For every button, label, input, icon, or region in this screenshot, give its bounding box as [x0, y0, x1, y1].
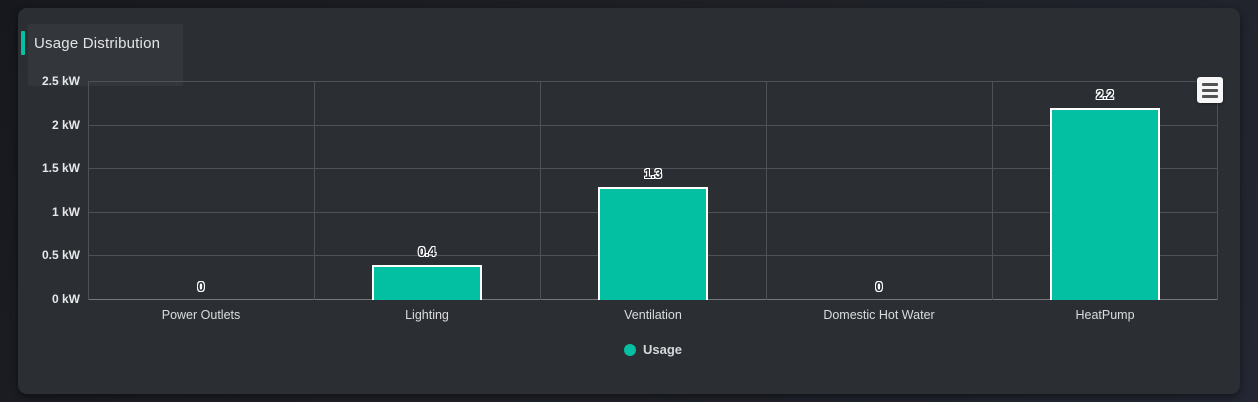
category-cell: 0	[88, 82, 314, 300]
bar-value-label: 0	[875, 280, 883, 294]
category-cell: 1.3	[540, 82, 766, 300]
bar-ventilation[interactable]	[597, 186, 709, 300]
bar-lighting[interactable]	[371, 265, 483, 300]
x-axis-label: Domestic Hot Water	[823, 308, 935, 322]
category-cell: 2.2	[992, 82, 1218, 300]
vertical-gridline	[540, 82, 541, 300]
horizontal-gridline	[88, 168, 1218, 170]
y-axis-tick-label: 1.5 kW	[41, 161, 80, 176]
y-axis-tick-label: 0 kW	[51, 292, 80, 306]
y-axis-tick-label: 0.5 kW	[41, 248, 80, 263]
chart-menu-button[interactable]	[1197, 77, 1223, 103]
hamburger-menu-icon	[1202, 82, 1218, 98]
y-axis-labels: 0 kW 0.5 kW 1 kW 1.5 kW 2 kW 2.5 kW	[18, 74, 80, 306]
y-axis-tick-label: 1 kW	[51, 204, 80, 219]
x-axis-label: HeatPump	[1075, 308, 1135, 322]
bar-value-label: 1.3	[644, 166, 662, 181]
title-accent-bar	[21, 31, 25, 55]
vertical-gridline	[1217, 82, 1218, 300]
category-cell: 0	[766, 82, 992, 300]
panel-header: Usage Distribution	[21, 30, 160, 56]
x-axis-label: Ventilation	[624, 308, 682, 322]
vertical-gridline	[88, 82, 89, 300]
y-axis-tick-label: 2 kW	[51, 117, 80, 132]
legend-marker	[623, 343, 636, 356]
vertical-gridline	[314, 82, 315, 300]
x-axis-labels: Power Outlets Lighting Ventilation Domestic…	[88, 306, 1218, 326]
legend-label: Usage	[642, 342, 683, 357]
category-cell: 0.4	[314, 82, 540, 300]
bar-value-label: 0	[197, 280, 205, 294]
horizontal-gridline	[88, 81, 1218, 82]
x-axis-label: Power Outlets	[161, 308, 241, 322]
usage-distribution-panel: Usage Distribution 0 kW 0.5 kW 1 kW 1.5 kW 2…	[18, 8, 1240, 394]
bar-value-label: 2.2	[1096, 88, 1114, 103]
plot-area: 0 0.4 1.3 0 2.2	[88, 81, 1218, 300]
bar-heatpump[interactable]	[1049, 108, 1161, 300]
chart-legend[interactable]: Usage	[88, 342, 1218, 357]
vertical-gridline	[766, 82, 767, 300]
panel-header-highlight	[28, 24, 183, 86]
horizontal-gridline	[88, 124, 1218, 126]
vertical-gridline	[992, 82, 993, 300]
bar-value-label: 0.4	[418, 245, 436, 260]
panel-title: Usage Distribution	[34, 34, 161, 52]
y-axis-tick-label: 2.5 kW	[41, 74, 80, 88]
x-axis-label: Lighting	[405, 308, 449, 322]
